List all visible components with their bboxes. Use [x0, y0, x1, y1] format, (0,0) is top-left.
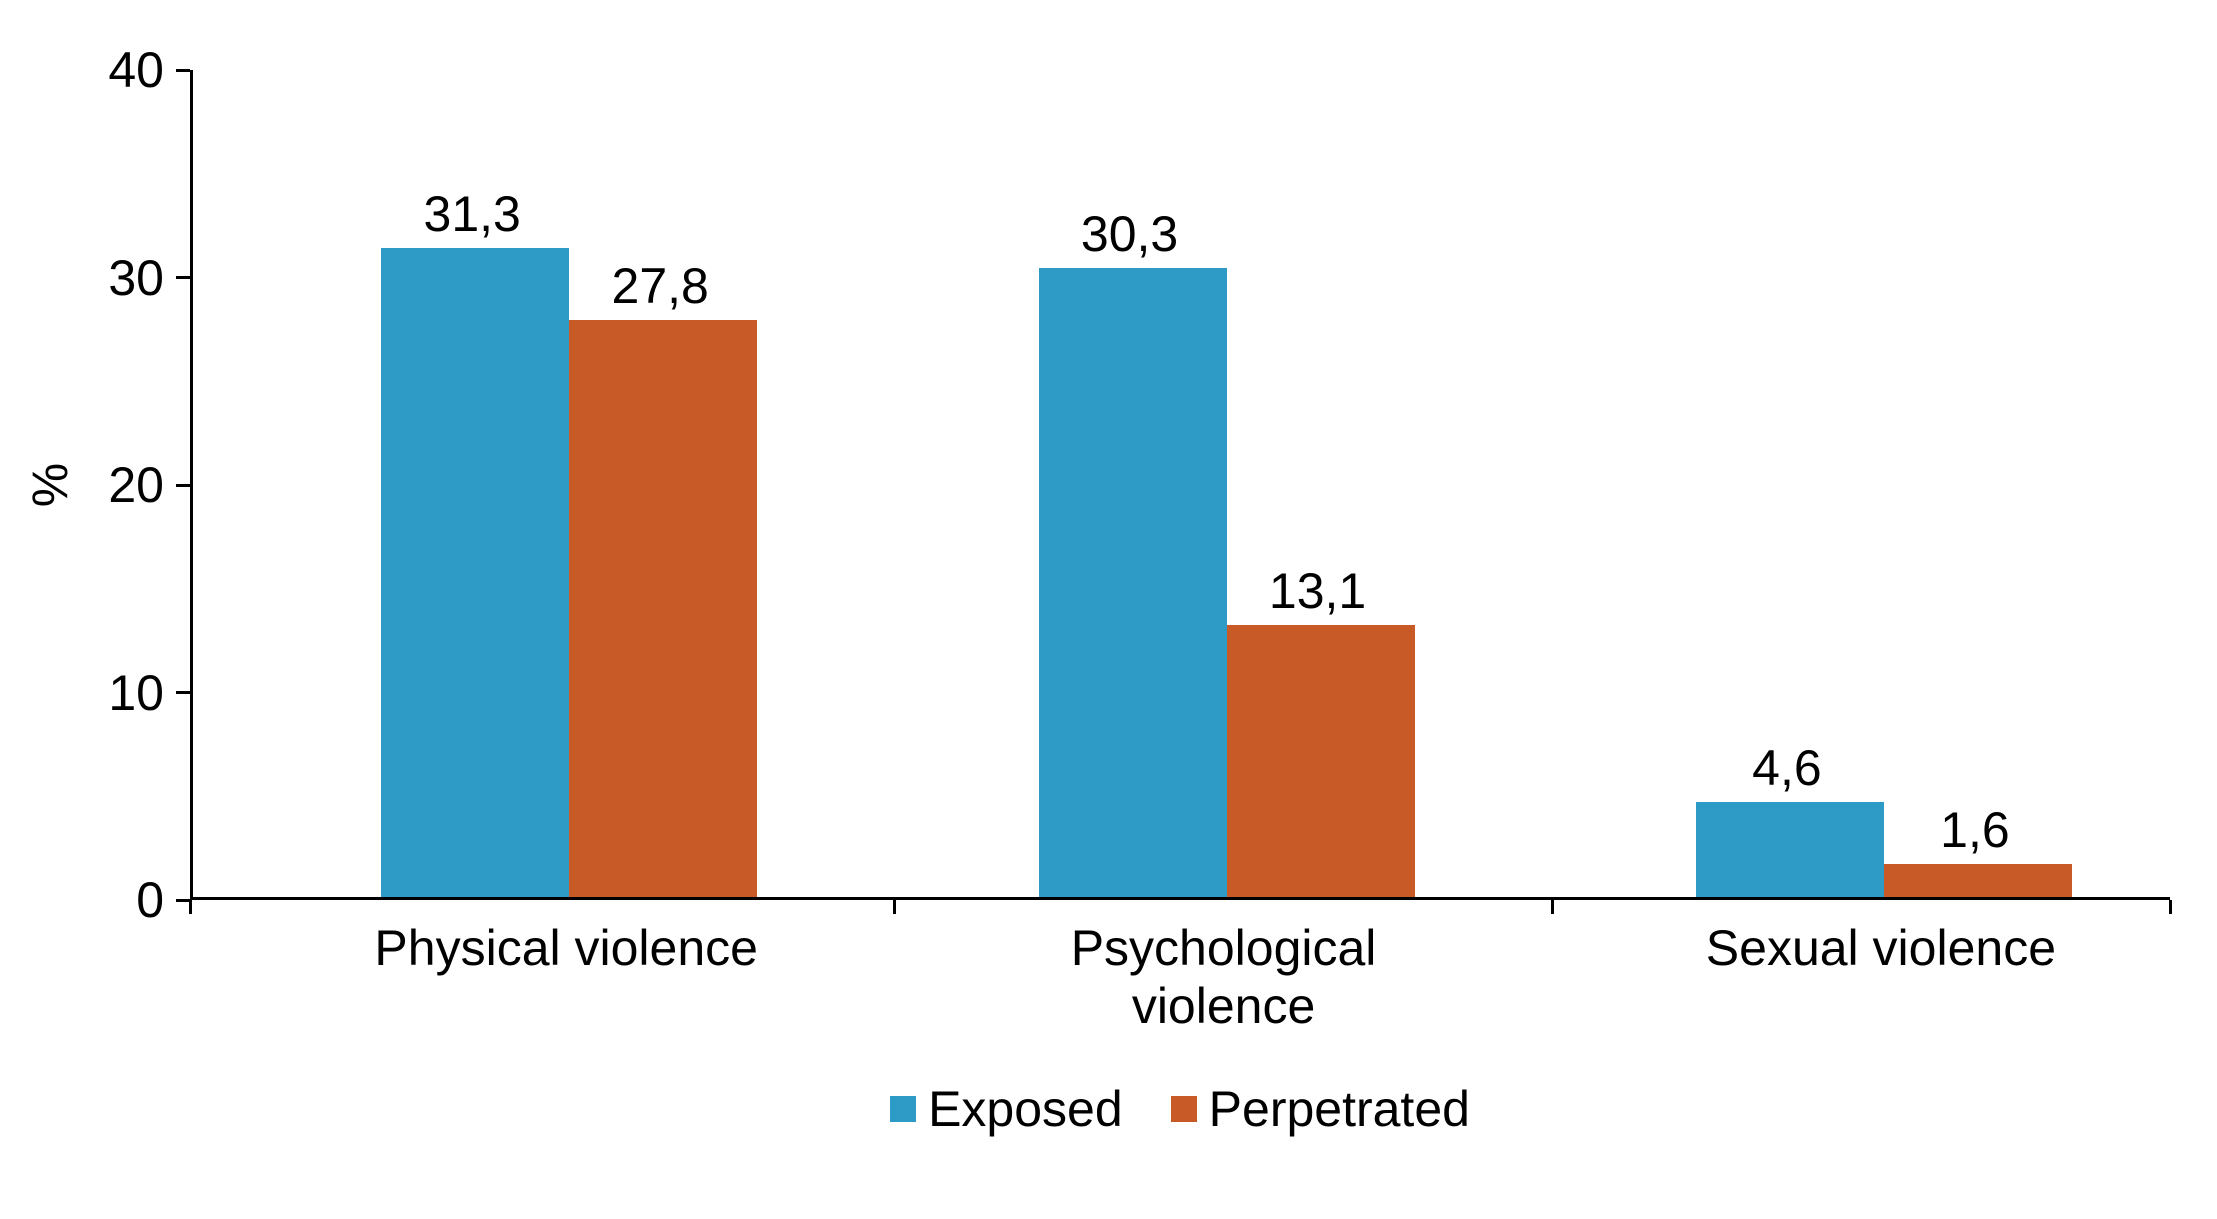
x-tick-mark: [2169, 900, 2172, 914]
x-tick-mark: [893, 900, 896, 914]
category-label-line: Physical violence: [236, 920, 896, 978]
legend: Exposed Perpetrated: [190, 1080, 2170, 1138]
bar-value-label: 4,6: [1752, 739, 1822, 797]
legend-label-exposed: Exposed: [928, 1080, 1123, 1138]
x-tick-mark: [1551, 900, 1554, 914]
bar-exposed: [1039, 268, 1227, 897]
y-tick-mark: [176, 69, 190, 72]
x-tick-mark: [189, 900, 192, 914]
legend-swatch-perpetrated: [1171, 1096, 1197, 1122]
bar-perpetrated: [569, 320, 757, 897]
category-label: Psychologicalviolence: [894, 920, 1554, 1035]
bar-perpetrated: [1884, 864, 2072, 897]
y-tick-mark: [176, 691, 190, 694]
category-label-line: violence: [894, 978, 1554, 1036]
chart-container: 0 10 20 30 40% 31,3 27,8 Physical violence 30,3 1…: [0, 40, 2217, 1179]
bar-value-label: 1,6: [1940, 801, 2010, 859]
bar-value-label: 30,3: [1081, 205, 1178, 263]
category-label-line: Sexual violence: [1551, 920, 2211, 978]
y-axis-title: %: [21, 463, 79, 507]
category-label: Physical violence: [236, 920, 896, 978]
y-tick-label: 40: [108, 41, 164, 99]
legend-item-exposed: Exposed: [890, 1080, 1123, 1138]
category-label-line: Psychological: [894, 920, 1554, 978]
y-tick-label: 10: [108, 664, 164, 722]
bar-exposed: [1696, 802, 1884, 897]
legend-item-perpetrated: Perpetrated: [1171, 1080, 1470, 1138]
y-tick-label: 30: [108, 249, 164, 307]
bar-value-label: 31,3: [424, 185, 521, 243]
y-tick-mark: [176, 484, 190, 487]
y-tick-label: 0: [136, 871, 164, 929]
bar-value-label: 13,1: [1269, 562, 1366, 620]
y-tick-mark: [176, 276, 190, 279]
legend-swatch-exposed: [890, 1096, 916, 1122]
bar-value-label: 27,8: [612, 257, 709, 315]
legend-label-perpetrated: Perpetrated: [1209, 1080, 1470, 1138]
bar-perpetrated: [1227, 625, 1415, 897]
category-label: Sexual violence: [1551, 920, 2211, 978]
bar-exposed: [381, 248, 569, 897]
y-tick-label: 20: [108, 456, 164, 514]
